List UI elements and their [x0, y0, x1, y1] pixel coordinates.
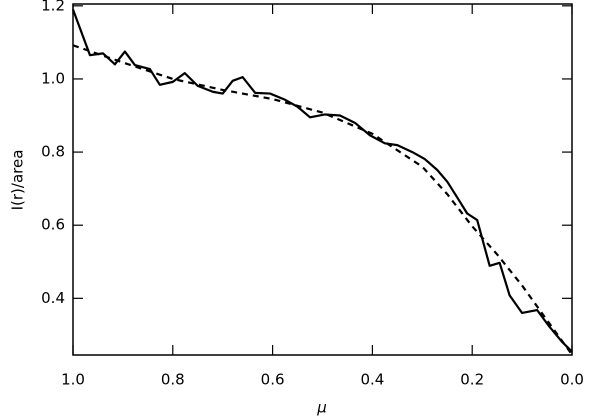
- x-tick-label: 0.0: [560, 371, 584, 389]
- x-tick-label: 0.4: [360, 371, 384, 389]
- x-tick-label: 0.6: [261, 371, 285, 389]
- y-tick-label: 1.0: [41, 69, 65, 87]
- y-tick-label: 0.8: [41, 143, 65, 161]
- plot-frame: [72, 3, 573, 356]
- y-tick-label: 0.4: [41, 289, 65, 307]
- x-axis-label: μ: [316, 399, 327, 417]
- x-tick-label: 0.8: [161, 371, 185, 389]
- line-series: [71, 9, 573, 353]
- y-tick-label: 0.6: [41, 216, 65, 234]
- line-series: [72, 44, 573, 356]
- x-tick-label: 1.0: [61, 371, 85, 389]
- y-tick-label: 1.2: [41, 0, 65, 14]
- x-tick-label: 0.2: [460, 371, 484, 389]
- y-axis-label: I(r)/area: [9, 150, 27, 211]
